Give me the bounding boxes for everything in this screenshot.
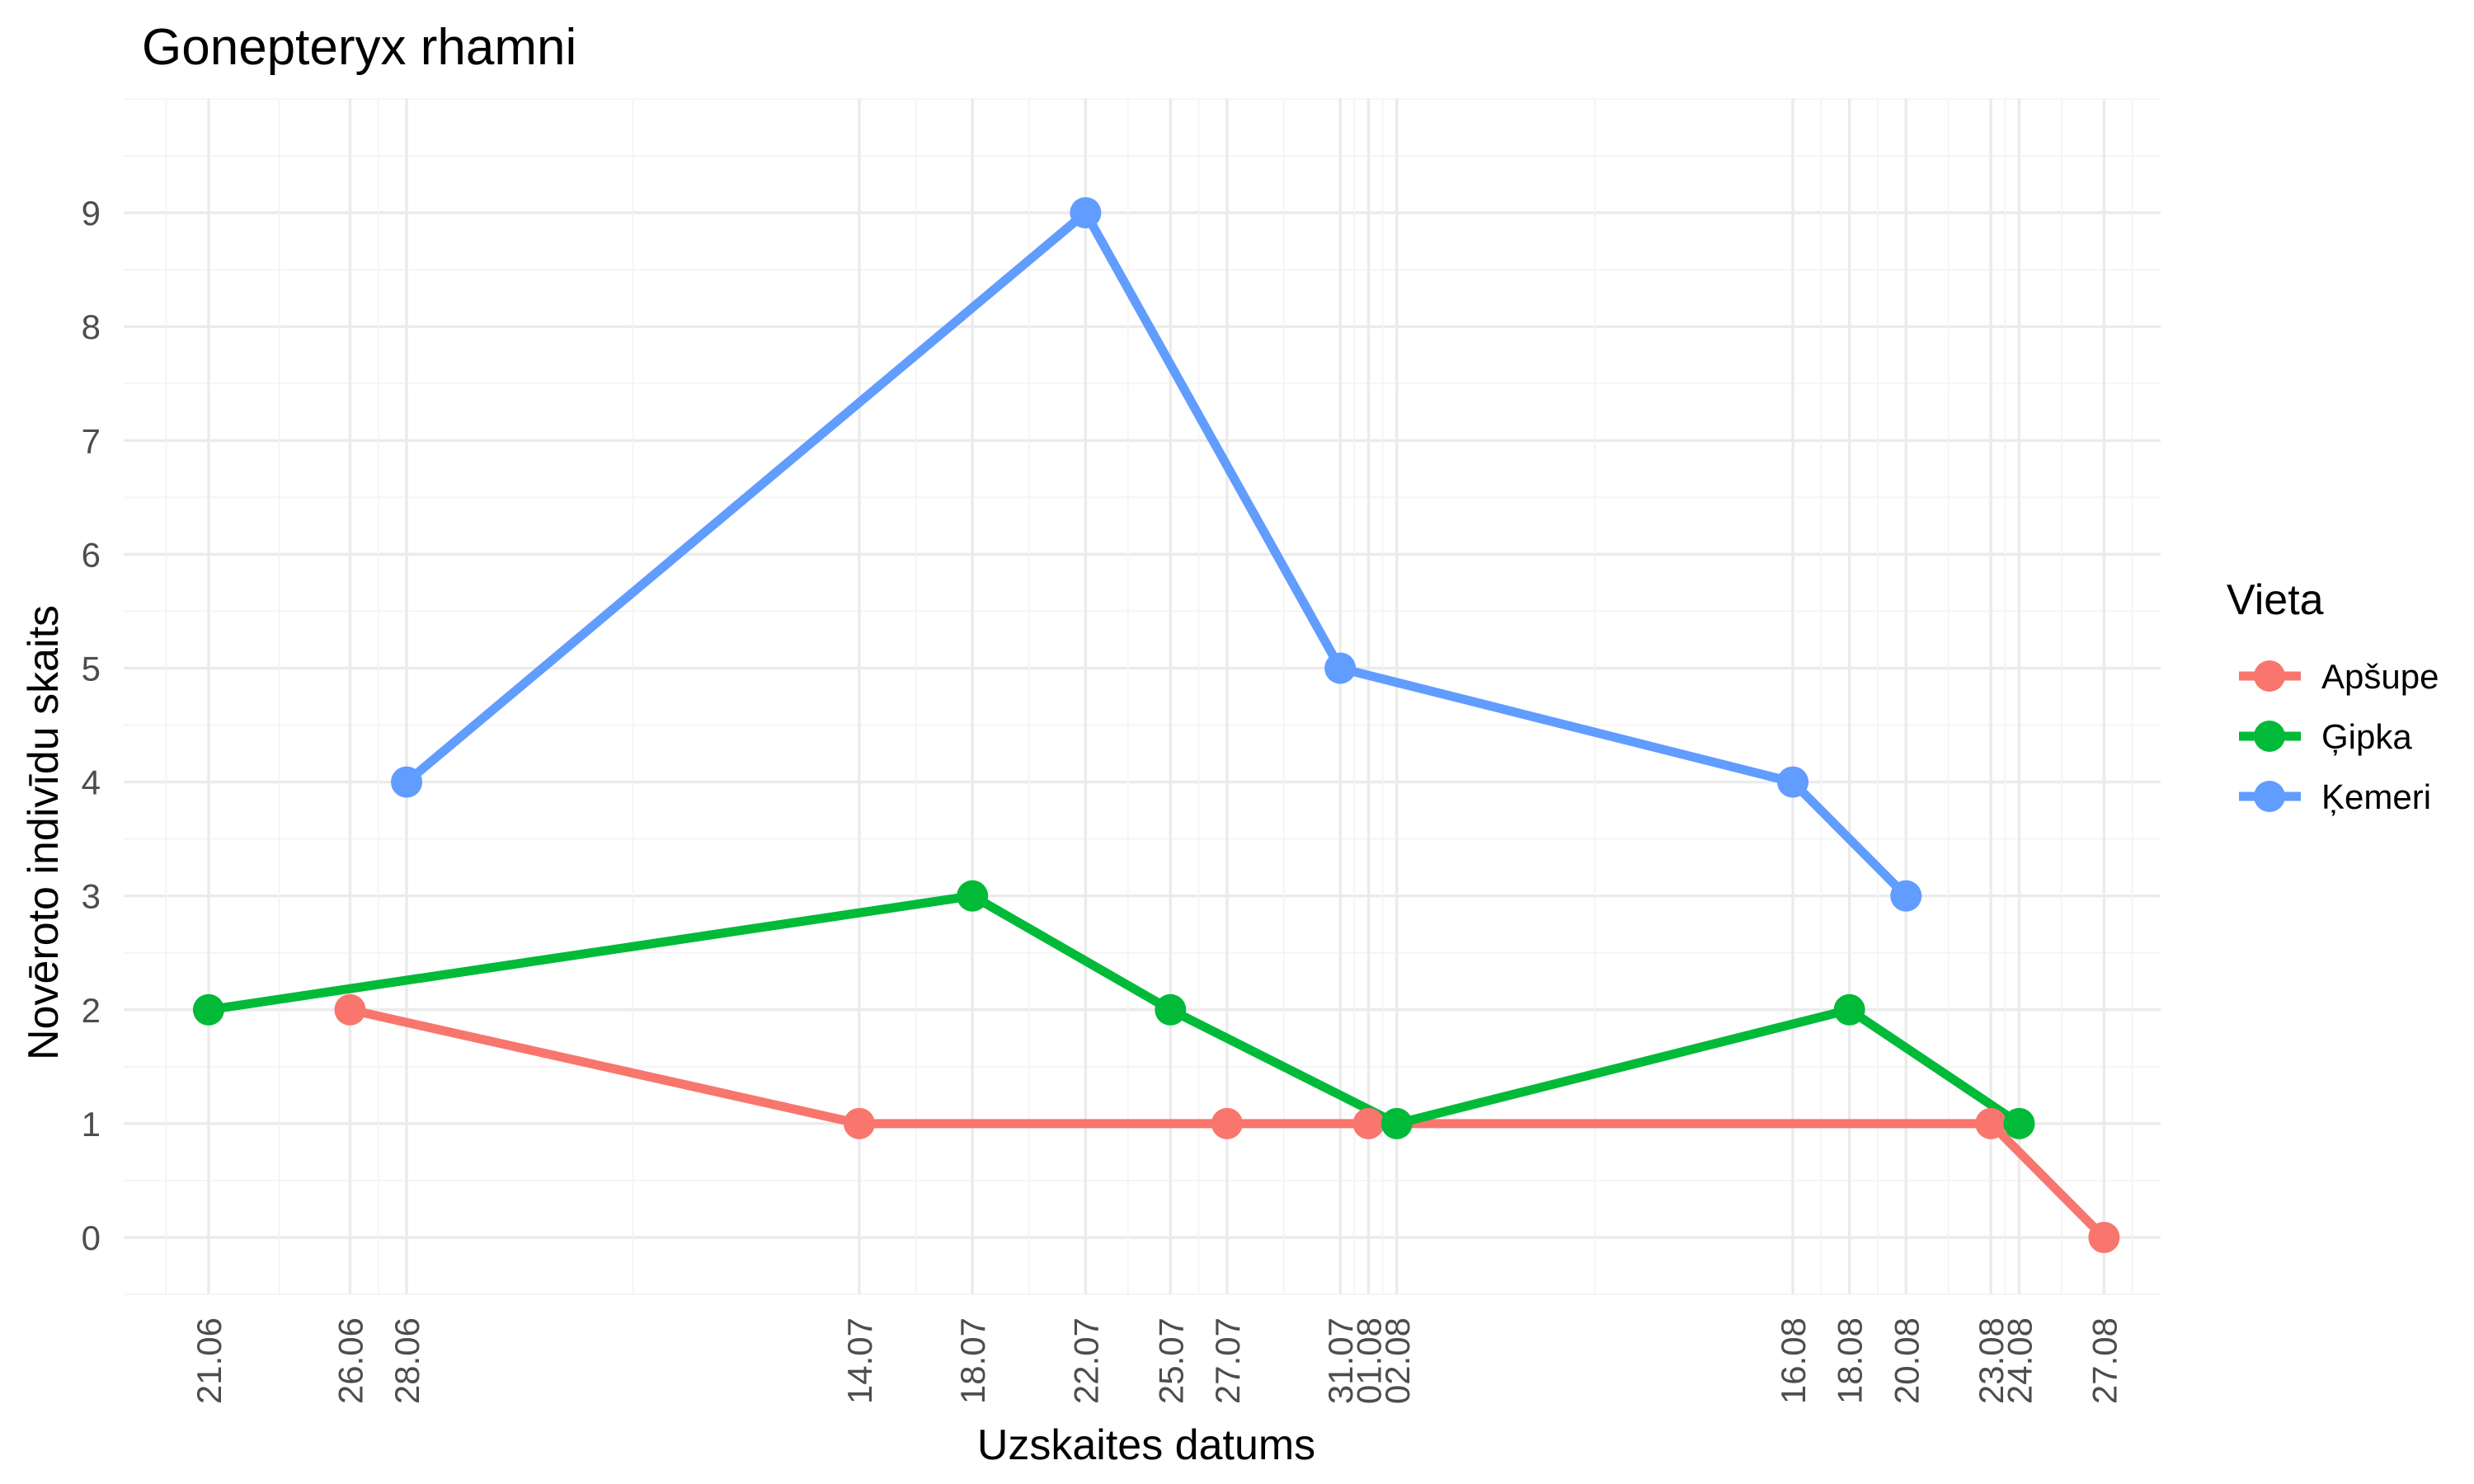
x-axis-title: Uzskaites datums [977,1421,1315,1469]
y-axis-tick-labels: 0 1 2 3 4 5 6 7 8 9 [82,194,101,1257]
x-tick-label: 18.07 [953,1317,992,1404]
legend-item: Ģipka [2239,717,2412,756]
x-tick-label: 23.08 [1972,1317,2011,1404]
x-tick-label: 27.07 [1208,1317,1247,1404]
data-point [334,993,366,1026]
x-tick-label: 02.08 [1378,1317,1417,1404]
x-tick-label: 28.06 [388,1317,426,1404]
data-point [1777,766,1809,798]
x-tick-label: 21.06 [190,1317,228,1404]
data-point [391,766,423,798]
y-tick-label: 7 [82,421,101,460]
data-point [843,1107,875,1139]
x-tick-label: 25.07 [1151,1317,1190,1404]
y-axis-title: Novēroto indivīdu skaits [20,605,68,1060]
y-tick-label: 1 [82,1105,101,1144]
data-points [192,197,2120,1253]
x-tick-label: 20.08 [1887,1317,1926,1404]
x-tick-label: 31.07 [1321,1317,1360,1404]
data-point [1211,1107,1243,1139]
data-point [2003,1107,2035,1139]
series-line [345,1005,2109,1242]
x-tick-label: 26.06 [331,1317,369,1404]
legend-title: Vieta [2227,576,2324,624]
y-tick-label: 9 [82,194,101,232]
data-point [1352,1107,1385,1139]
legend-key-point [2254,660,2285,692]
y-tick-label: 3 [82,877,101,916]
x-tick-label: 18.08 [1831,1317,1870,1404]
y-tick-label: 6 [82,535,101,574]
y-tick-label: 2 [82,991,101,1030]
legend-key-point [2254,781,2285,812]
x-tick-label: 22.07 [1066,1317,1105,1404]
x-tick-label: 14.07 [840,1317,879,1404]
legend-key-point [2254,721,2285,752]
y-tick-label: 0 [82,1219,101,1257]
x-axis-tick-labels: 21.06 26.06 28.06 14.07 18.07 22.07 25.07 27.07… [190,1317,2124,1404]
legend-items: Apšupe Ģipka Ķemeri [2239,657,2439,816]
legend-label: Ģipka [2321,717,2412,756]
data-point [192,993,224,1026]
grid-lines [124,98,2161,1295]
x-tick-label: 27.08 [2085,1317,2124,1404]
legend-label: Ķemeri [2321,777,2431,816]
data-point [1890,880,1922,912]
data-point [1155,993,1187,1026]
data-point [1324,652,1357,684]
data-point [1833,993,1865,1026]
legend-item: Apšupe [2239,657,2439,696]
legend-item: Ķemeri [2239,777,2431,816]
data-point [957,880,989,912]
legend-label: Apšupe [2321,657,2439,696]
x-tick-label: 24.08 [2000,1317,2039,1404]
y-tick-label: 8 [82,308,101,346]
chart-title: Gonepteryx rhamni [142,19,576,76]
data-point [2088,1221,2120,1253]
data-point [1380,1107,1413,1139]
x-tick-label: 16.08 [1774,1317,1813,1404]
y-tick-label: 4 [82,763,101,802]
legend: Vieta Apšupe Ģipka Ķemeri [2227,576,2439,816]
y-tick-label: 5 [82,649,101,688]
data-point [1070,197,1102,229]
data-point [1975,1107,2007,1139]
series-line [204,891,2024,1129]
x-tick-label: 01.08 [1349,1317,1388,1404]
